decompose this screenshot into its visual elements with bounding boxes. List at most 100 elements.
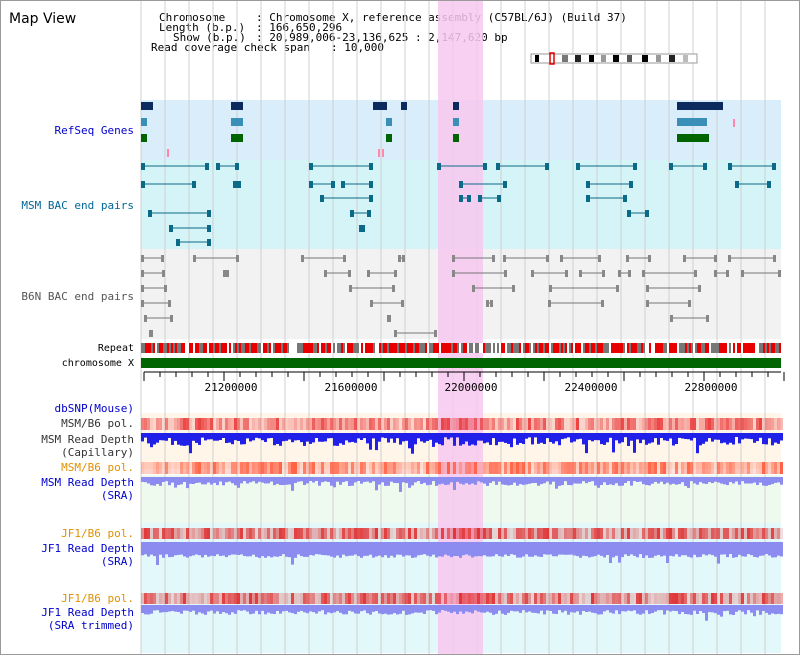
- pol-cell: [552, 528, 555, 539]
- jf1-b6-pol-label[interactable]: JF1/B6 pol.: [61, 527, 134, 540]
- pol-cell: [624, 462, 627, 474]
- depth-bar: [150, 542, 153, 555]
- pol-cell: [141, 528, 144, 539]
- depth-bar: [468, 605, 471, 613]
- axis-tick-label: 21600000: [325, 381, 378, 394]
- depth-bar: [486, 542, 489, 557]
- jf1-depth-trim-sub[interactable]: (SRA trimmed): [47, 619, 134, 632]
- depth-bar: [477, 605, 480, 612]
- pol-cell: [687, 418, 690, 430]
- pol-cell: [699, 528, 702, 539]
- repeat-segment: [767, 343, 769, 353]
- repeat-segment: [547, 343, 549, 353]
- repeat-segment: [229, 343, 231, 353]
- repeat-segment: [619, 343, 621, 353]
- depth-bar: [270, 542, 273, 558]
- pol-cell: [741, 593, 744, 604]
- depth-bar: [720, 605, 723, 617]
- depth-bar: [198, 477, 201, 483]
- depth-bar: [510, 477, 513, 485]
- depth-bar: [708, 477, 711, 483]
- depth-bar: [642, 433, 645, 440]
- pol-cell: [303, 418, 306, 430]
- depth-bar: [678, 542, 681, 557]
- depth-bar: [681, 433, 684, 439]
- pol-cell: [420, 528, 423, 539]
- pol-cell: [684, 462, 687, 474]
- depth-bar: [147, 433, 150, 444]
- depth-bar: [687, 477, 690, 488]
- repeat-segment: [511, 343, 513, 353]
- pol-cell: [621, 528, 624, 539]
- pol-cell: [609, 593, 612, 604]
- jf1-depth-sra-sub[interactable]: (SRA): [100, 555, 134, 568]
- jf1-b6-pol2-label[interactable]: JF1/B6 pol.: [61, 592, 134, 605]
- depth-bar: [321, 605, 324, 611]
- depth-bar: [207, 477, 210, 483]
- depth-bar: [486, 433, 489, 443]
- depth-bar: [180, 477, 183, 485]
- depth-bar: [303, 605, 306, 613]
- depth-bar: [771, 542, 774, 558]
- depth-bar: [573, 605, 576, 613]
- repeat-segment: [601, 343, 603, 353]
- depth-bar: [570, 433, 573, 443]
- depth-bar: [240, 477, 243, 484]
- depth-bar: [348, 433, 351, 443]
- depth-bar: [468, 477, 471, 485]
- depth-bar: [378, 542, 381, 556]
- pol-cell: [654, 462, 657, 474]
- pol-cell: [291, 418, 294, 430]
- depth-bar: [633, 605, 636, 611]
- pol-cell: [144, 418, 147, 430]
- pol-cell: [648, 418, 651, 430]
- pol-cell: [195, 418, 198, 430]
- pol-cell: [324, 593, 327, 604]
- repeat-segment: [771, 343, 773, 353]
- repeat-segment: [201, 343, 203, 353]
- depth-bar: [552, 542, 555, 557]
- repeat-segment: [761, 343, 763, 353]
- depth-bar: [237, 433, 240, 441]
- dbsnp-label[interactable]: dbSNP(Mouse): [54, 402, 134, 415]
- repeat-segment: [173, 343, 175, 353]
- msm-depth-sra-label[interactable]: MSM Read Depth: [41, 476, 134, 489]
- axis-tick-label: 21200000: [205, 381, 258, 394]
- jf1-depth-trim-label[interactable]: JF1 Read Depth: [41, 606, 134, 619]
- depth-bar: [459, 605, 462, 612]
- depth-bar: [552, 477, 555, 482]
- depth-bar: [771, 433, 774, 446]
- depth-bar: [516, 433, 519, 445]
- repeat-segment: [261, 343, 263, 353]
- b6n-bac-label[interactable]: B6N BAC end pairs: [21, 290, 134, 303]
- depth-bar: [414, 477, 417, 483]
- msm-b6-pol2-label[interactable]: MSM/B6 pol.: [61, 461, 134, 474]
- depth-bar: [498, 542, 501, 557]
- pol-cell: [258, 528, 261, 539]
- refseq-gene-row3: [141, 134, 147, 142]
- pol-cell: [666, 528, 669, 539]
- chromosome-ideogram: [530, 52, 698, 65]
- refseq-genes-label[interactable]: RefSeq Genes: [54, 124, 134, 137]
- jf1-depth-sra-label[interactable]: JF1 Read Depth: [41, 542, 134, 555]
- msm-depth-sra-sub[interactable]: (SRA): [100, 489, 134, 502]
- depth-bar: [225, 605, 228, 614]
- depth-bar: [492, 477, 495, 482]
- repeat-segment: [443, 343, 445, 353]
- pol-cell: [285, 418, 288, 430]
- depth-bar: [699, 433, 702, 446]
- depth-bar: [657, 605, 660, 611]
- pol-cell: [450, 528, 453, 539]
- pol-cell: [369, 593, 372, 604]
- b6n-bac-end: [170, 315, 173, 322]
- depth-bar: [177, 433, 180, 445]
- pol-cell: [636, 593, 639, 604]
- msm-bac-label[interactable]: MSM BAC end pairs: [21, 199, 134, 212]
- pol-cell: [486, 528, 489, 539]
- depth-bar: [576, 477, 579, 484]
- pol-cell: [423, 462, 426, 474]
- depth-bar: [474, 433, 477, 446]
- refseq-gene-row3: [386, 134, 392, 142]
- pol-cell: [246, 418, 249, 430]
